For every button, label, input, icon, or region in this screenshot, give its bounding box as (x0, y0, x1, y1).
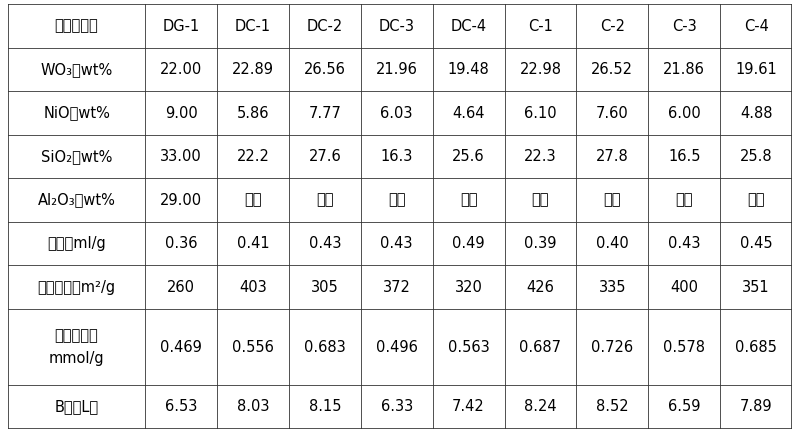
Text: 0.685: 0.685 (735, 339, 777, 355)
Text: 红外酸度，: 红外酸度， (54, 328, 98, 343)
Text: 0.40: 0.40 (596, 236, 629, 251)
Text: 403: 403 (239, 280, 267, 294)
Text: 9.00: 9.00 (165, 106, 198, 121)
Text: DC-2: DC-2 (306, 19, 343, 34)
Text: 6.00: 6.00 (668, 106, 701, 121)
Text: 372: 372 (382, 280, 410, 294)
Text: 305: 305 (311, 280, 338, 294)
Text: 22.89: 22.89 (232, 62, 274, 77)
Text: 0.45: 0.45 (740, 236, 772, 251)
Text: 19.61: 19.61 (735, 62, 777, 77)
Text: 孔容，ml/g: 孔容，ml/g (47, 236, 106, 251)
Text: 0.563: 0.563 (448, 339, 490, 355)
Text: 0.496: 0.496 (376, 339, 418, 355)
Text: NiO，wt%: NiO，wt% (43, 106, 110, 121)
Text: 21.96: 21.96 (376, 62, 418, 77)
Text: 4.88: 4.88 (740, 106, 772, 121)
Text: 余量: 余量 (603, 193, 621, 208)
Text: 0.687: 0.687 (519, 339, 562, 355)
Text: 25.8: 25.8 (740, 149, 772, 164)
Text: 余量: 余量 (460, 193, 478, 208)
Text: 21.86: 21.86 (663, 62, 705, 77)
Text: 0.43: 0.43 (381, 236, 413, 251)
Text: 25.6: 25.6 (452, 149, 485, 164)
Text: 0.41: 0.41 (237, 236, 270, 251)
Text: 7.89: 7.89 (740, 399, 772, 414)
Text: Al₂O₃，wt%: Al₂O₃，wt% (38, 193, 115, 208)
Text: C-2: C-2 (600, 19, 625, 34)
Text: DC-4: DC-4 (450, 19, 486, 34)
Text: 余量: 余量 (316, 193, 334, 208)
Text: 27.8: 27.8 (596, 149, 629, 164)
Text: 320: 320 (454, 280, 482, 294)
Text: B酸／L酸: B酸／L酸 (54, 399, 98, 414)
Text: 0.578: 0.578 (663, 339, 705, 355)
Text: 7.42: 7.42 (452, 399, 485, 414)
Text: 比表面积，m²/g: 比表面积，m²/g (38, 280, 116, 294)
Text: 6.03: 6.03 (381, 106, 413, 121)
Text: 26.56: 26.56 (304, 62, 346, 77)
Text: 0.556: 0.556 (232, 339, 274, 355)
Text: 22.3: 22.3 (524, 149, 557, 164)
Text: 335: 335 (598, 280, 626, 294)
Text: 8.24: 8.24 (524, 399, 557, 414)
Text: 7.77: 7.77 (308, 106, 342, 121)
Text: 0.43: 0.43 (668, 236, 701, 251)
Text: 余量: 余量 (244, 193, 262, 208)
Text: 33.00: 33.00 (160, 149, 202, 164)
Text: 5.86: 5.86 (237, 106, 270, 121)
Text: 0.726: 0.726 (591, 339, 634, 355)
Text: DG-1: DG-1 (162, 19, 200, 34)
Text: 16.3: 16.3 (381, 149, 413, 164)
Text: DC-1: DC-1 (235, 19, 271, 34)
Text: 27.6: 27.6 (309, 149, 342, 164)
Text: 6.33: 6.33 (381, 399, 413, 414)
Text: 余量: 余量 (532, 193, 550, 208)
Text: 16.5: 16.5 (668, 149, 701, 164)
Text: C-1: C-1 (528, 19, 553, 34)
Text: 6.53: 6.53 (165, 399, 198, 414)
Text: 0.36: 0.36 (165, 236, 198, 251)
Text: 29.00: 29.00 (160, 193, 202, 208)
Text: 351: 351 (742, 280, 770, 294)
Text: 催化剂编号: 催化剂编号 (54, 19, 98, 34)
Text: 26.52: 26.52 (591, 62, 634, 77)
Text: SiO₂，wt%: SiO₂，wt% (41, 149, 112, 164)
Text: 22.2: 22.2 (237, 149, 270, 164)
Text: 400: 400 (670, 280, 698, 294)
Text: 4.64: 4.64 (452, 106, 485, 121)
Text: 426: 426 (526, 280, 554, 294)
Text: DC-3: DC-3 (378, 19, 414, 34)
Text: C-4: C-4 (744, 19, 769, 34)
Text: 19.48: 19.48 (448, 62, 490, 77)
Text: 0.683: 0.683 (304, 339, 346, 355)
Text: 余量: 余量 (747, 193, 765, 208)
Text: 8.15: 8.15 (309, 399, 341, 414)
Text: 0.49: 0.49 (452, 236, 485, 251)
Text: 余量: 余量 (388, 193, 406, 208)
Text: 7.60: 7.60 (596, 106, 629, 121)
Text: 8.03: 8.03 (237, 399, 270, 414)
Text: 260: 260 (167, 280, 195, 294)
Text: 22.98: 22.98 (519, 62, 562, 77)
Text: WO₃，wt%: WO₃，wt% (41, 62, 113, 77)
Text: 0.39: 0.39 (524, 236, 557, 251)
Text: 6.10: 6.10 (524, 106, 557, 121)
Text: C-3: C-3 (672, 19, 697, 34)
Text: 0.469: 0.469 (160, 339, 202, 355)
Text: 8.52: 8.52 (596, 399, 629, 414)
Text: mmol/g: mmol/g (49, 351, 104, 366)
Text: 0.43: 0.43 (309, 236, 341, 251)
Text: 6.59: 6.59 (668, 399, 701, 414)
Text: 余量: 余量 (675, 193, 693, 208)
Text: 22.00: 22.00 (160, 62, 202, 77)
